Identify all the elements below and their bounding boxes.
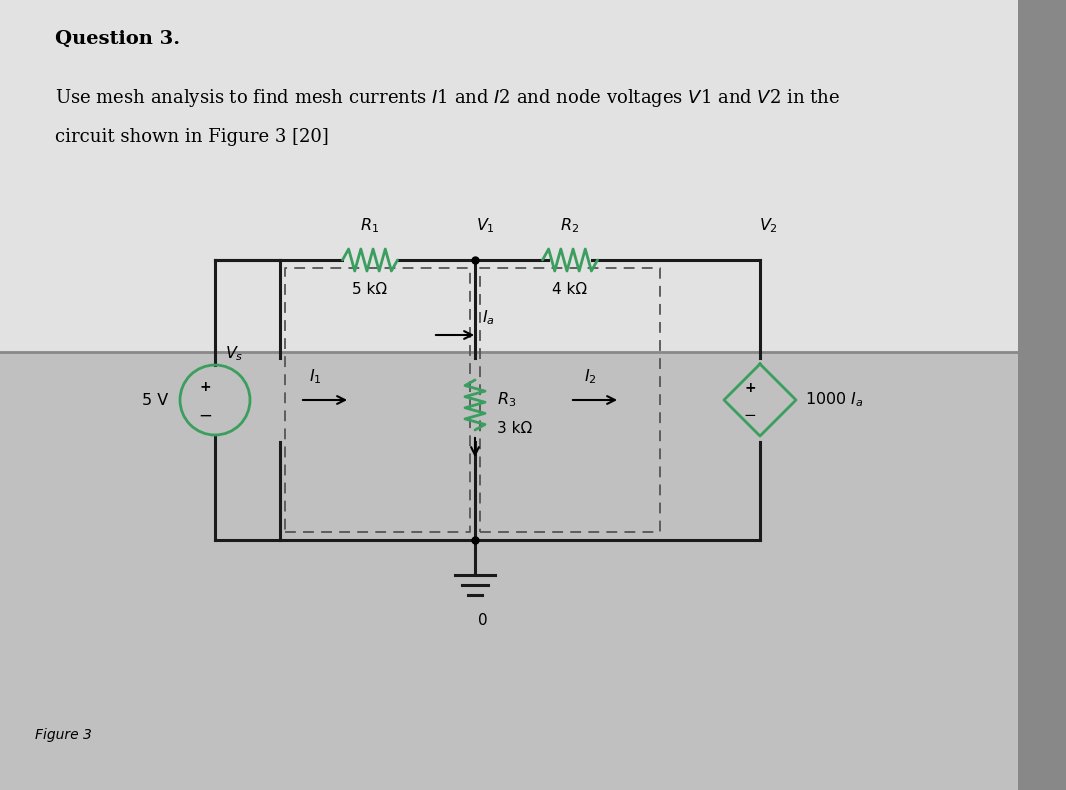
- Text: $V_s$: $V_s$: [225, 344, 243, 363]
- Text: 3 kΩ: 3 kΩ: [497, 420, 532, 435]
- Text: $I_a$: $I_a$: [482, 309, 495, 327]
- Text: $R_2$: $R_2$: [561, 216, 580, 235]
- Text: $V_1$: $V_1$: [475, 216, 495, 235]
- Text: Use mesh analysis to find mesh currents $\mathit{I}$1 and $\mathit{I}$2 and node: Use mesh analysis to find mesh currents …: [55, 87, 840, 109]
- Text: Question 3.: Question 3.: [55, 29, 180, 47]
- Text: $I_2$: $I_2$: [584, 367, 596, 386]
- Bar: [0, 0, 1018, 352]
- Bar: [1018, 0, 1066, 790]
- Bar: [0, 352, 1018, 790]
- Text: $I_1$: $I_1$: [309, 367, 321, 386]
- Text: +: +: [744, 381, 756, 395]
- Text: 0: 0: [479, 613, 488, 628]
- Text: 1000 $I_a$: 1000 $I_a$: [805, 390, 863, 409]
- Text: 4 kΩ: 4 kΩ: [552, 282, 587, 297]
- Text: −: −: [744, 408, 757, 423]
- Text: $V_2$: $V_2$: [759, 216, 777, 235]
- Text: $R_3$: $R_3$: [497, 390, 516, 409]
- Text: −: −: [198, 407, 212, 425]
- Text: 5 V: 5 V: [142, 393, 168, 408]
- Text: Figure 3: Figure 3: [35, 728, 92, 742]
- Text: $R_1$: $R_1$: [360, 216, 379, 235]
- Text: 5 kΩ: 5 kΩ: [353, 282, 388, 297]
- Text: +: +: [199, 380, 211, 394]
- Text: circuit shown in Figure 3 [20]: circuit shown in Figure 3 [20]: [55, 128, 328, 146]
